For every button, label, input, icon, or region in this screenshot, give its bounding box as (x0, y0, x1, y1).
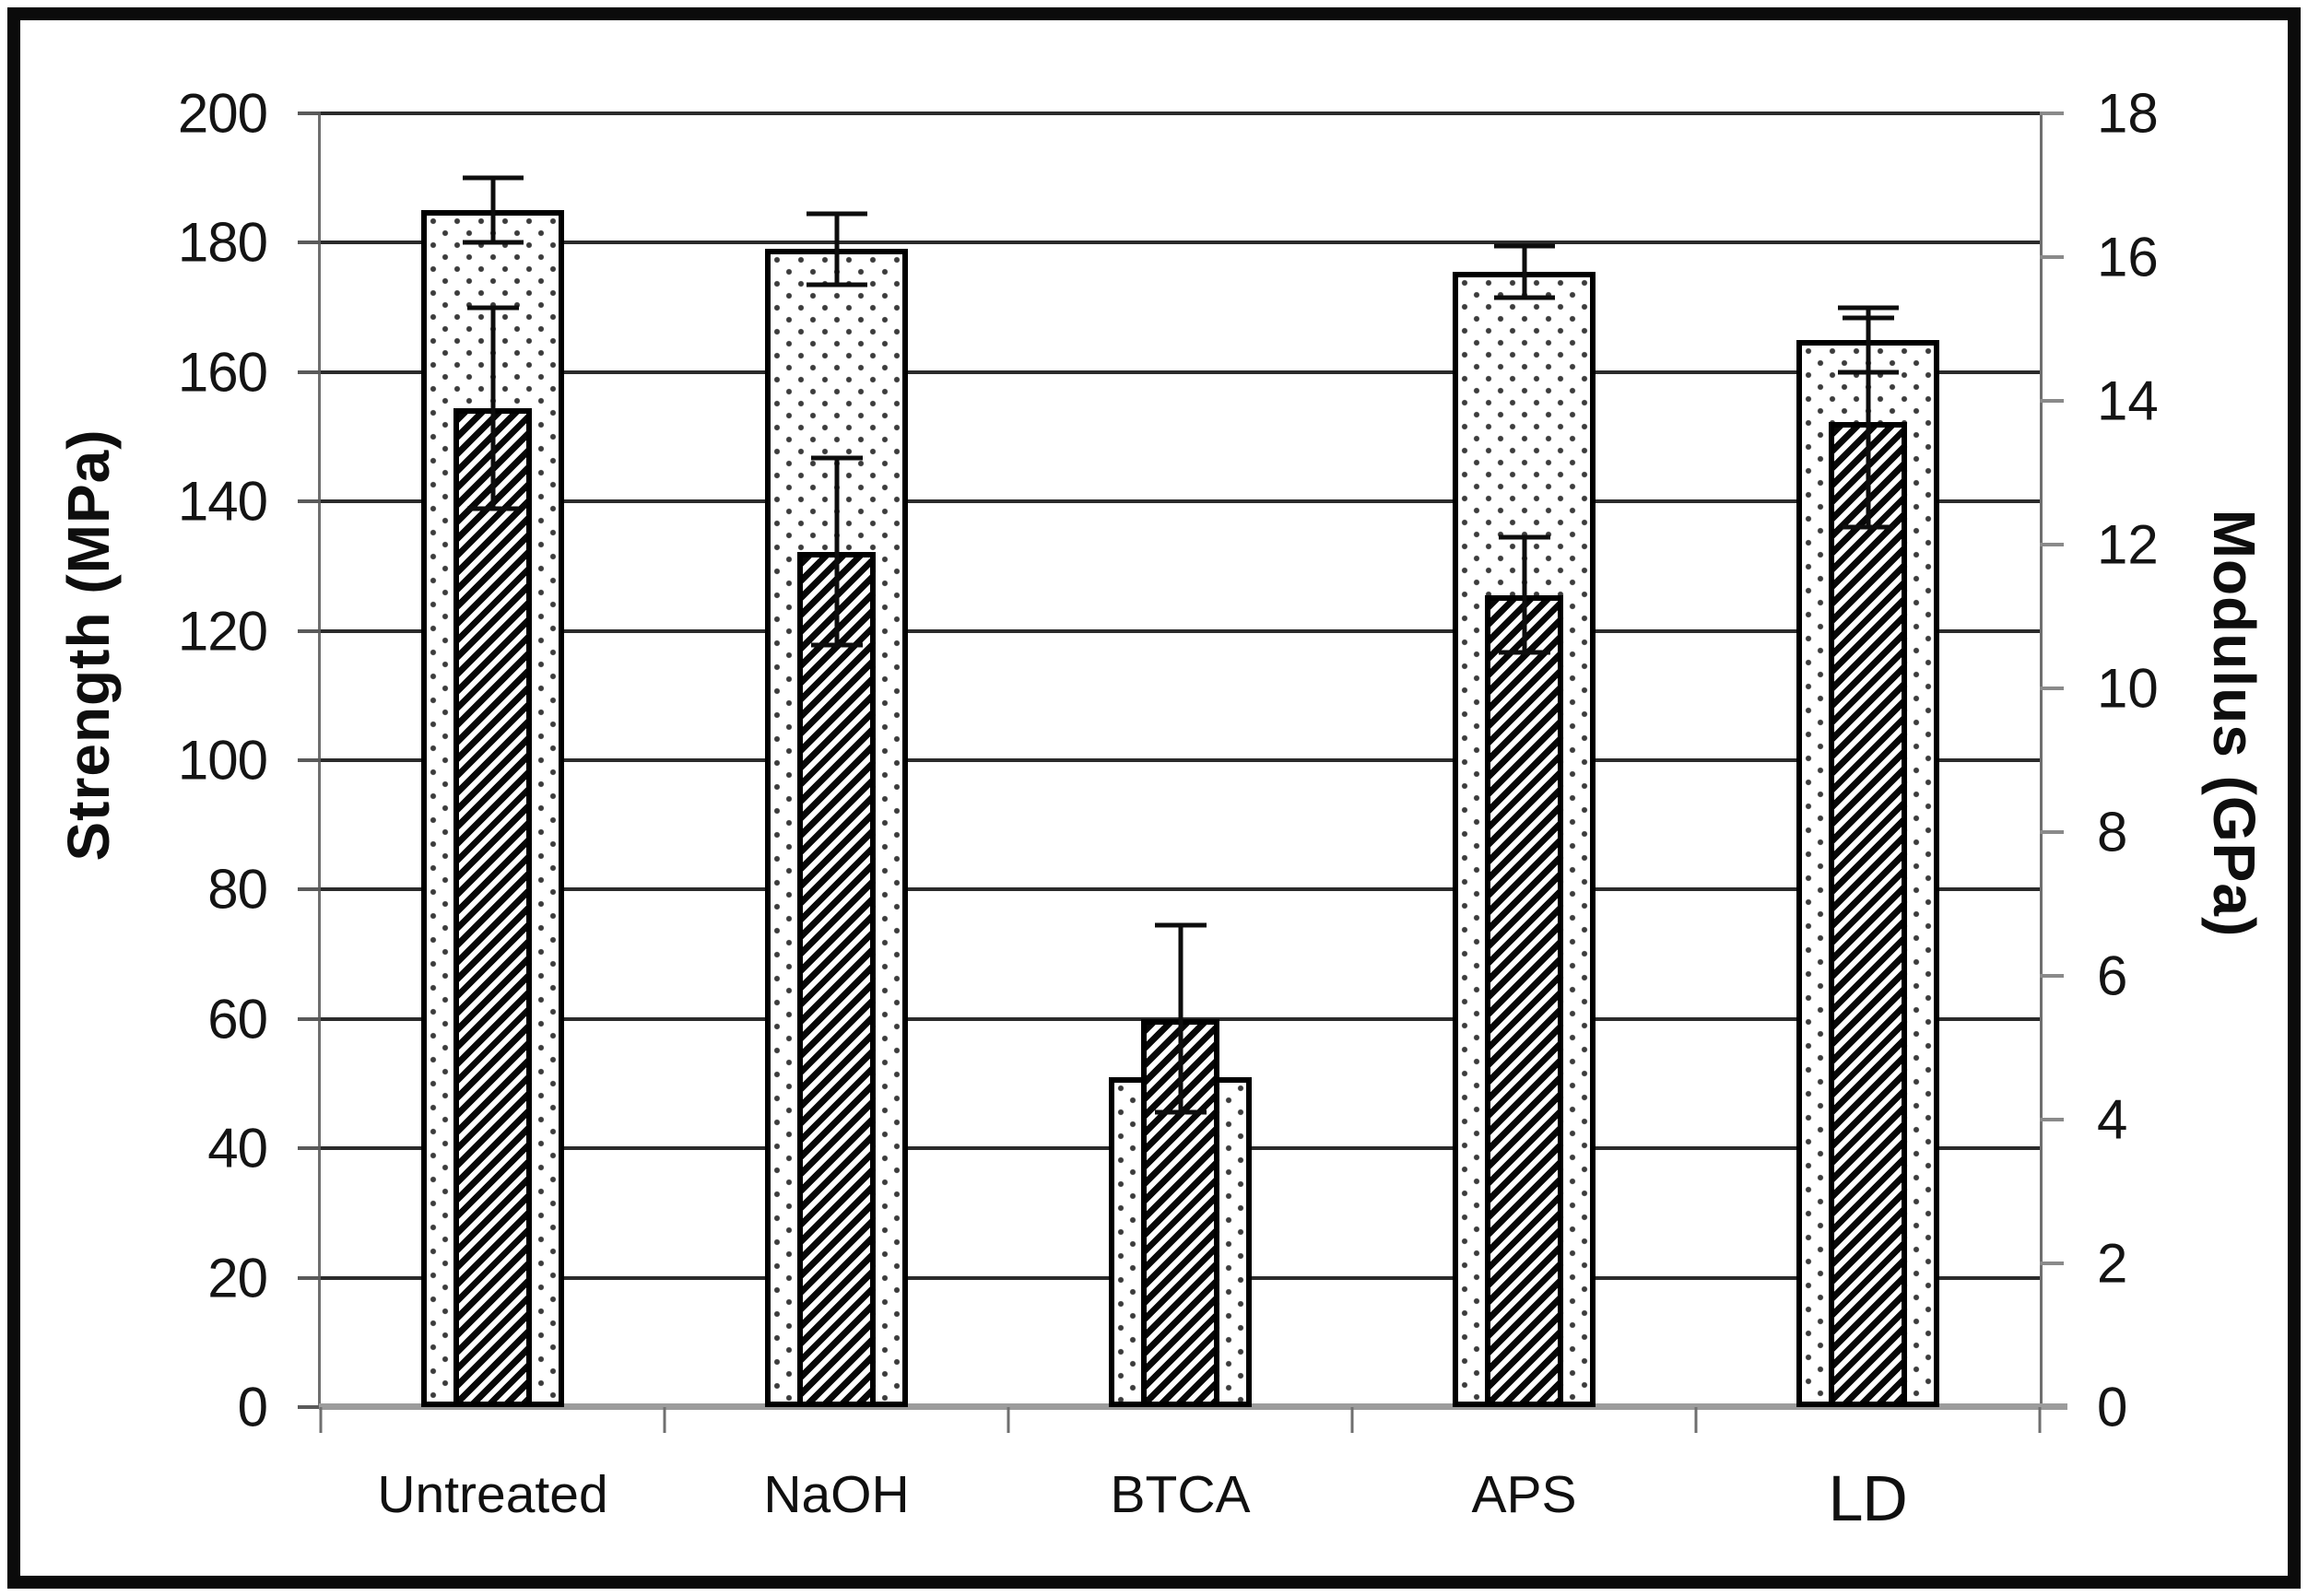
modulus-error-bar-cap-bottom (466, 506, 519, 511)
modulus-bar (797, 551, 876, 1407)
strength-error-bar-cap-bottom (462, 240, 524, 245)
left-axis-tick (298, 241, 321, 245)
right-axis-tick-label: 6 (2097, 945, 2128, 1007)
right-axis-title: Modulus (GPa) (2201, 509, 2267, 938)
gridline (321, 758, 2040, 762)
right-axis-tick (2040, 974, 2064, 978)
left-axis-tick (298, 499, 321, 504)
modulus-error-bar (1178, 925, 1183, 1113)
modulus-error-bar-cap-bottom (1498, 650, 1550, 655)
modulus-bar (1485, 594, 1563, 1407)
left-axis-tick-label: 60 (207, 988, 268, 1050)
left-axis-tick (298, 1405, 321, 1409)
x-axis-tick (2038, 1407, 2042, 1433)
left-axis-tick (298, 1146, 321, 1151)
modulus-error-bar-cap-top (810, 455, 863, 461)
left-axis-tick-label: 160 (177, 341, 268, 404)
strength-error-bar-cap-bottom (806, 282, 867, 288)
left-axis-tick (298, 370, 321, 374)
right-axis-tick (2040, 1261, 2064, 1265)
right-axis-tick (2040, 830, 2064, 834)
x-axis-tick (1007, 1407, 1010, 1433)
category-label: APS (1471, 1465, 1577, 1524)
modulus-error-bar-cap-top (1498, 534, 1550, 540)
left-axis-tick-label: 40 (207, 1117, 268, 1179)
plot-area: 200 180 160 140 120 100 80 60 40 20 0 18 16 14 12 10 8 6 4… (178, 83, 2159, 1536)
x-axis-tick (319, 1407, 323, 1433)
strength-error-bar-cap-top (462, 175, 524, 181)
modulus-error-bar-cap-top (1154, 922, 1207, 928)
modulus-error-bar-cap-top (466, 305, 519, 311)
right-axis-tick (2040, 543, 2064, 546)
right-axis-tick-label: 18 (2097, 82, 2159, 145)
left-axis-tick (298, 887, 321, 892)
gridline (321, 499, 2040, 504)
strength-error-bar (490, 178, 495, 243)
modulus-bar (453, 407, 532, 1407)
x-axis-tick (1350, 1407, 1354, 1433)
left-axis-tick-label: 120 (177, 600, 268, 663)
strength-error-bar (1522, 245, 1526, 299)
modulus-error-bar-cap-bottom (1154, 1109, 1207, 1115)
category-label: LD (1827, 1464, 1909, 1535)
left-axis-tick-label: 80 (207, 858, 268, 921)
right-axis-tick-label: 4 (2097, 1088, 2128, 1151)
left-axis-title: Strength (MPa) (55, 428, 122, 862)
left-axis-tick (298, 758, 321, 762)
right-axis-tick-label: 14 (2097, 370, 2159, 432)
left-axis-tick-label: 180 (177, 211, 268, 274)
modulus-error-bar (1866, 318, 1870, 527)
left-axis-tick-label: 200 (177, 82, 268, 145)
gridline (321, 111, 2040, 115)
strength-error-bar-cap-bottom (1493, 295, 1555, 300)
right-axis-tick (2040, 398, 2064, 403)
x-axis-tick (663, 1407, 666, 1433)
right-axis-tick-label: 12 (2097, 513, 2159, 576)
modulus-error-bar-cap-bottom (810, 642, 863, 648)
left-axis-tick-label: 100 (177, 729, 268, 792)
left-axis-tick (298, 111, 321, 115)
gridline (321, 370, 2040, 374)
x-axis-tick (1694, 1407, 1698, 1433)
left-axis-tick (298, 628, 321, 633)
strength-error-bar-cap-top (1493, 243, 1555, 249)
modulus-error-bar-cap-top (1842, 315, 1894, 321)
strength-error-bar (834, 213, 839, 286)
left-axis-tick-label: 20 (207, 1247, 268, 1309)
strength-error-bar-cap-top (806, 211, 867, 217)
left-axis-tick (298, 1275, 321, 1280)
category-label: Untreated (377, 1465, 608, 1524)
right-axis-tick-label: 16 (2097, 226, 2159, 288)
left-axis-tick-label: 140 (177, 470, 268, 533)
right-axis-tick-label: 8 (2097, 801, 2128, 863)
gridline (321, 241, 2040, 245)
modulus-error-bar (834, 458, 839, 646)
modulus-error-bar (1522, 537, 1526, 652)
right-axis-tick-label: 10 (2097, 657, 2159, 720)
category-label: NaOH (763, 1465, 910, 1524)
modulus-error-bar-cap-bottom (1842, 524, 1894, 529)
left-axis-tick (298, 1016, 321, 1021)
gridline (321, 887, 2040, 892)
right-axis-tick-label: 2 (2097, 1232, 2128, 1295)
right-axis-tick (2040, 111, 2064, 115)
modulus-bar (1829, 422, 1907, 1407)
left-axis-tick-label: 0 (237, 1376, 268, 1438)
category-label: BTCA (1110, 1465, 1251, 1524)
gridline (321, 628, 2040, 633)
right-axis-tick (2040, 1118, 2064, 1121)
strength-error-bar-cap-top (1837, 305, 1899, 311)
modulus-error-bar (490, 307, 495, 509)
right-axis-tick (2040, 254, 2064, 259)
right-axis-tick-label: 0 (2097, 1376, 2128, 1438)
right-axis-tick (2040, 686, 2064, 690)
